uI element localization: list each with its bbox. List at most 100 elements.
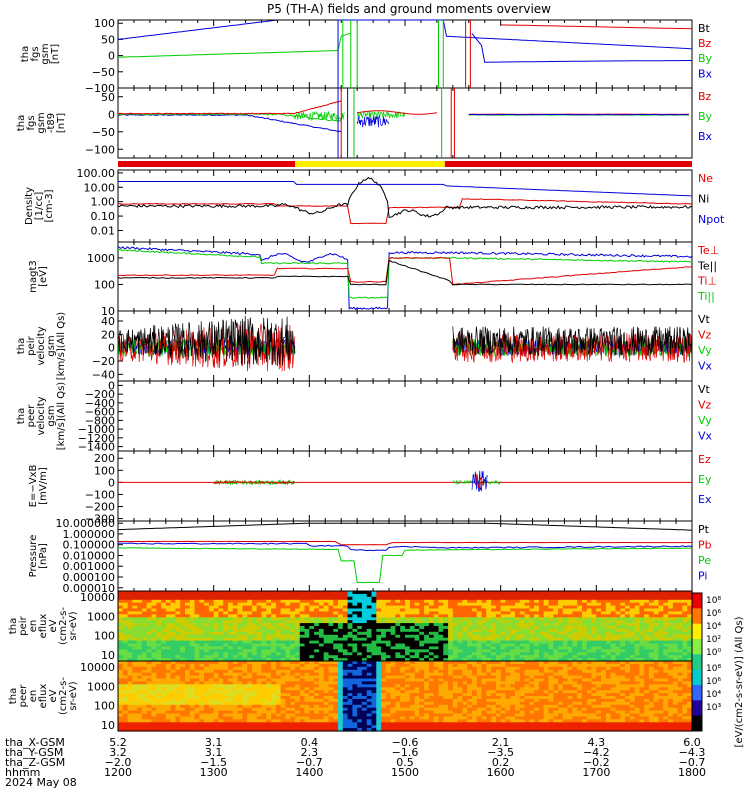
spec-cell — [630, 597, 635, 601]
spec-cell — [352, 614, 357, 618]
spec-cell — [496, 649, 501, 653]
spec-cell — [247, 614, 252, 618]
spec-cell — [285, 632, 290, 636]
legend-Pt: Pt — [698, 523, 710, 536]
spec-cell — [257, 702, 262, 706]
spec-cell — [486, 649, 491, 653]
spec-cell — [223, 597, 228, 601]
spec-cell — [295, 597, 300, 601]
legend-Ne: Ne — [698, 172, 713, 185]
spec-cell — [199, 667, 204, 671]
spec-cell — [405, 632, 410, 636]
spec-cell — [333, 614, 338, 618]
spec-cell — [467, 649, 472, 653]
spec-cell — [185, 684, 190, 688]
spec-cell — [262, 667, 267, 671]
spec-cell — [199, 632, 204, 636]
spec-cell — [257, 684, 262, 688]
spec-cell — [142, 684, 147, 688]
series-till — [118, 249, 692, 298]
spec-cell — [462, 614, 467, 618]
spec-cell — [539, 649, 544, 653]
y-tick-label: 10000 — [80, 661, 115, 674]
spec-cell — [276, 614, 281, 618]
spec-cell — [477, 614, 482, 618]
spec-cell — [520, 649, 525, 653]
spec-cell — [467, 614, 472, 618]
spec-cell — [324, 719, 329, 723]
spec-cell — [276, 702, 281, 706]
spec-cell — [190, 649, 195, 653]
spec-cell — [123, 632, 128, 636]
spec-cell — [553, 649, 558, 653]
spec-cell — [223, 649, 228, 653]
spec-cell — [673, 632, 678, 636]
spec-cell — [123, 649, 128, 653]
y-tick-label: 100 — [94, 464, 115, 477]
spec-cell — [352, 649, 357, 653]
y-tick-label: 0 — [108, 50, 115, 63]
spec-cell — [539, 597, 544, 601]
spec-cell — [443, 597, 448, 601]
spec-cell — [410, 649, 415, 653]
spec-cell — [123, 702, 128, 706]
spec-cell — [132, 614, 137, 618]
spec-cell — [405, 597, 410, 601]
spec-cell — [266, 702, 271, 706]
spec-cell — [132, 597, 137, 601]
spec-cell — [429, 597, 434, 601]
spec-cell — [147, 719, 152, 723]
spec-cell — [142, 649, 147, 653]
y-tick-label: −50 — [92, 66, 115, 79]
spec-cell — [228, 684, 233, 688]
spec-cell — [309, 667, 314, 671]
spec-cell — [601, 614, 606, 618]
spec-cell — [262, 719, 267, 723]
spec-cell — [214, 684, 219, 688]
spec-cell — [305, 667, 310, 671]
spec-cell — [458, 632, 463, 636]
panel-frame — [118, 20, 692, 88]
spec-cell — [572, 597, 577, 601]
legend-Ni: Ni — [698, 193, 709, 206]
spec-cell — [238, 684, 243, 688]
spec-cell — [563, 632, 568, 636]
y-tick-label: 100.00 — [77, 167, 116, 180]
spec-cell — [247, 719, 252, 723]
spec-cell — [558, 614, 563, 618]
y-tick-label: 200 — [94, 452, 115, 465]
spec-cell — [410, 614, 415, 618]
spec-cell — [300, 632, 305, 636]
spec-cell — [252, 719, 257, 723]
spec-cell — [443, 614, 448, 618]
spec-cell — [166, 719, 171, 723]
spec-cell — [525, 632, 530, 636]
spec-cell — [577, 597, 582, 601]
spec-cell — [338, 632, 343, 636]
spec-cell — [620, 649, 625, 653]
spec-cell — [137, 684, 142, 688]
spec-cell — [147, 702, 152, 706]
spec-cell — [247, 597, 252, 601]
spec-cell — [161, 667, 166, 671]
spec-cell — [510, 614, 515, 618]
spec-cell — [271, 667, 276, 671]
spec-cell — [520, 632, 525, 636]
spec-cell — [395, 649, 400, 653]
spec-cell — [147, 649, 152, 653]
spec-cell — [228, 667, 233, 671]
spec-cell — [171, 719, 176, 723]
spec-cell — [118, 649, 123, 653]
spec-cell — [180, 719, 185, 723]
spec-cell — [362, 597, 367, 601]
spec-cell — [204, 719, 209, 723]
spec-cell — [663, 614, 668, 618]
spec-cell — [132, 667, 137, 671]
spec-cell — [448, 632, 453, 636]
spec-cell — [152, 702, 157, 706]
spec-cell — [453, 614, 458, 618]
spec-cell — [549, 614, 554, 618]
spec-cell — [257, 719, 262, 723]
